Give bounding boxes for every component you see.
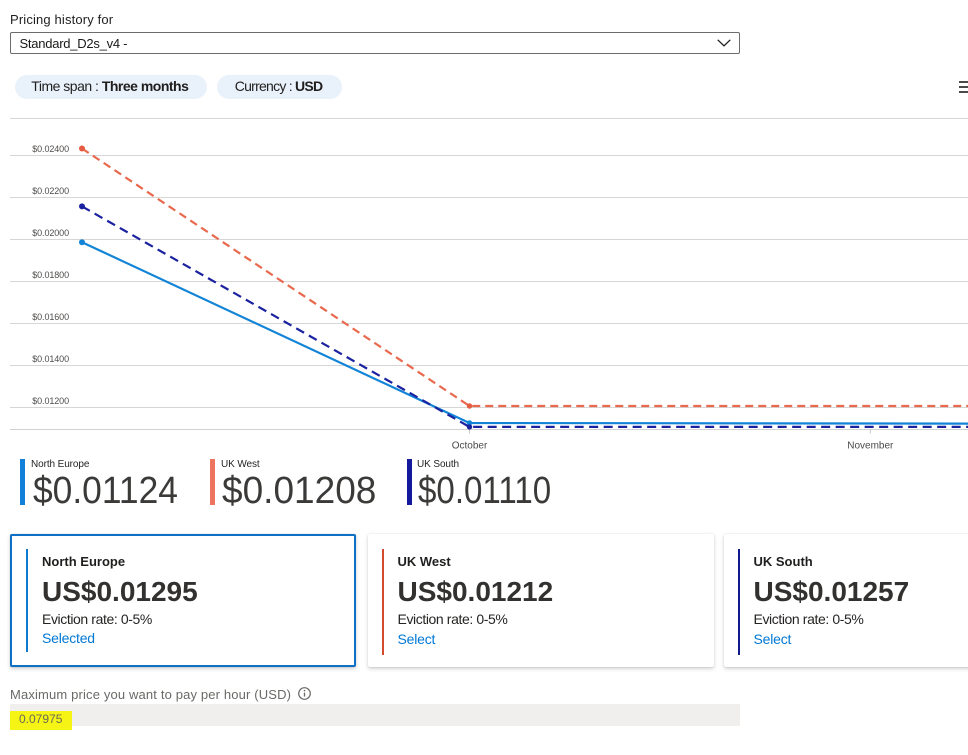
svg-text:November: November: [847, 441, 894, 452]
svg-text:$0.01200: $0.01200: [32, 396, 69, 406]
svg-text:$0.02400: $0.02400: [32, 144, 69, 154]
svg-text:$0.01600: $0.01600: [32, 312, 69, 322]
svg-text:$0.02000: $0.02000: [32, 228, 69, 238]
svg-text:$0.01400: $0.01400: [32, 354, 69, 364]
svg-text:$0.02200: $0.02200: [32, 186, 69, 196]
svg-text:October: October: [452, 441, 488, 452]
svg-text:$0.01800: $0.01800: [32, 270, 69, 280]
